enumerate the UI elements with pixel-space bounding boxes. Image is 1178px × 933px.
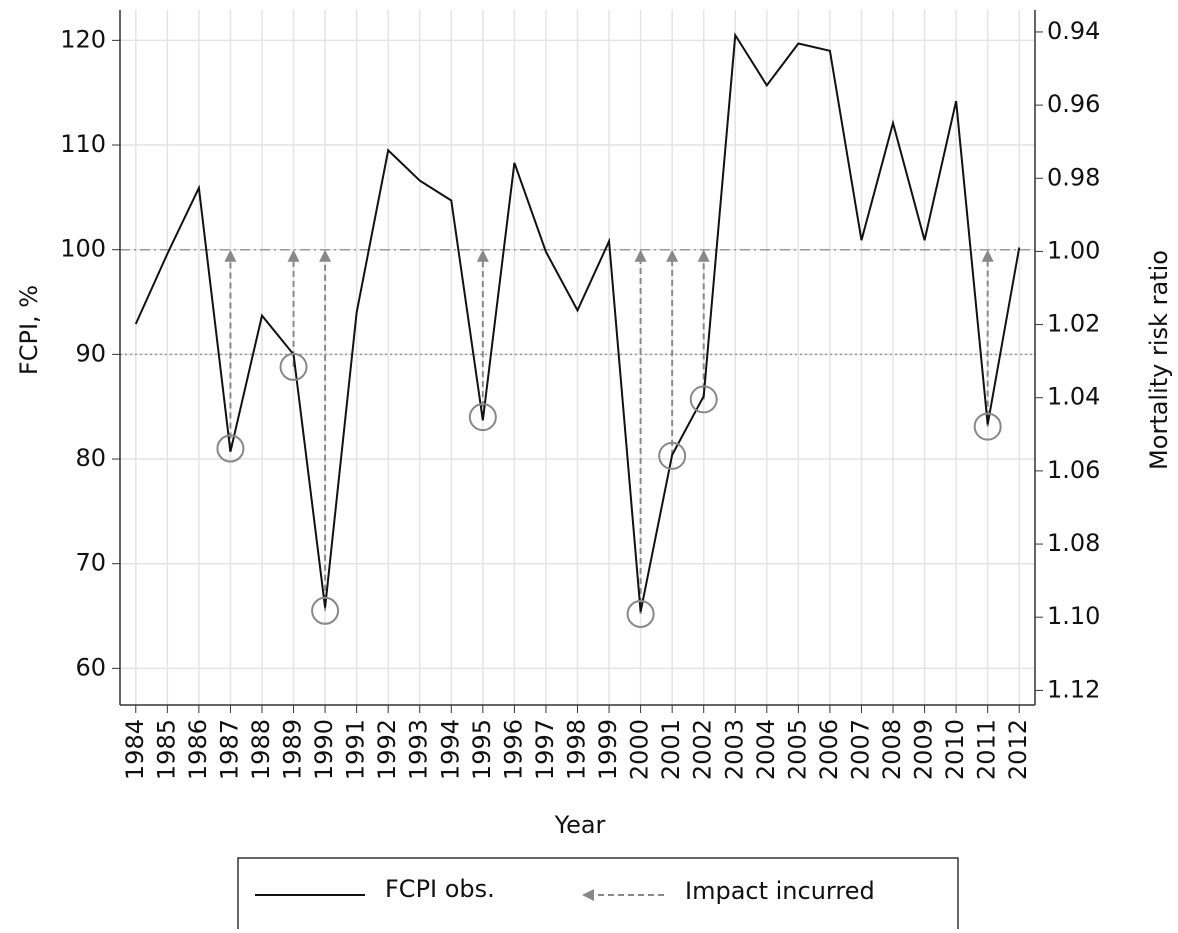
x-tick-label: 2006 (815, 719, 843, 780)
x-tick-label: 1992 (373, 719, 401, 780)
y2-tick-label: 1.08 (1047, 529, 1100, 557)
y-tick-label: 80 (75, 444, 106, 472)
x-tick-label: 1987 (215, 719, 243, 780)
x-tick-label: 1985 (152, 719, 180, 780)
y2-tick-label: 1.00 (1047, 236, 1100, 264)
y2-axis-label: Mortality risk ratio (1145, 250, 1173, 470)
impact-circle (689, 385, 718, 414)
impact-circle (973, 412, 1002, 441)
x-tick-label: 1997 (531, 719, 559, 780)
y2-tick-label: 1.10 (1047, 602, 1100, 630)
x-tick-label: 1994 (436, 719, 464, 780)
y-tick-label: 100 (60, 235, 106, 263)
impact-circle (216, 434, 245, 463)
x-tick-label: 1989 (279, 719, 307, 780)
arrow-head (666, 249, 679, 262)
x-tick-label: 2000 (626, 719, 654, 780)
x-tick-label: 1995 (468, 719, 496, 780)
arrow-head (319, 249, 332, 262)
x-tick-label: 2011 (973, 719, 1001, 780)
legend-label: FCPI obs. (385, 875, 495, 903)
x-tick-label: 2007 (846, 719, 874, 780)
y2-tick-label: 1.12 (1047, 675, 1100, 703)
y-axis-label: FCPI, % (15, 285, 43, 375)
x-tick-label: 1991 (342, 719, 370, 780)
arrow-head (224, 249, 237, 262)
y-tick-label: 90 (75, 339, 106, 367)
arrow-head (697, 249, 710, 262)
x-tick-label: 2002 (689, 719, 717, 780)
x-tick-label: 1988 (247, 719, 275, 780)
legend-arrow (582, 889, 594, 901)
impact-circle (311, 596, 340, 625)
x-tick-label: 2008 (878, 719, 906, 780)
y2-tick-label: 1.06 (1047, 456, 1100, 484)
x-tick-label: 2009 (910, 719, 938, 780)
x-axis-label: Year (554, 811, 606, 839)
x-tick-label: 1984 (121, 719, 149, 780)
x-tick-label: 2001 (657, 719, 685, 780)
x-tick-label: 2004 (752, 719, 780, 780)
x-tick-label: 2012 (1004, 719, 1032, 780)
series-line (134, 32, 1021, 613)
x-tick-label: 1996 (499, 719, 527, 780)
y2-tick-label: 0.96 (1047, 90, 1100, 118)
x-tick-label: 2003 (720, 719, 748, 780)
arrow-head (981, 249, 994, 262)
y-tick-label: 110 (60, 130, 106, 158)
arrow-head (634, 249, 647, 262)
y2-tick-label: 0.98 (1047, 163, 1100, 191)
y-tick-label: 60 (75, 653, 106, 681)
x-tick-label: 1999 (594, 719, 622, 780)
impact-circle (468, 403, 497, 432)
impact-circle (658, 441, 687, 470)
legend-label: Impact incurred (685, 877, 875, 905)
x-tick-label: 1990 (310, 719, 338, 780)
x-tick-label: 1998 (563, 719, 591, 780)
arrow-head (287, 249, 300, 262)
x-tick-label: 2010 (941, 719, 969, 780)
x-tick-label: 1986 (184, 719, 212, 780)
y-tick-label: 120 (60, 25, 106, 53)
impact-circle (279, 352, 308, 381)
arrow-head (476, 249, 489, 262)
x-tick-label: 1993 (405, 719, 433, 780)
y2-tick-label: 1.04 (1047, 383, 1100, 411)
impact-circle (626, 599, 655, 628)
y2-tick-label: 1.02 (1047, 310, 1100, 338)
y2-tick-label: 0.94 (1047, 17, 1100, 45)
x-tick-label: 2005 (783, 719, 811, 780)
y-tick-label: 70 (75, 549, 106, 577)
